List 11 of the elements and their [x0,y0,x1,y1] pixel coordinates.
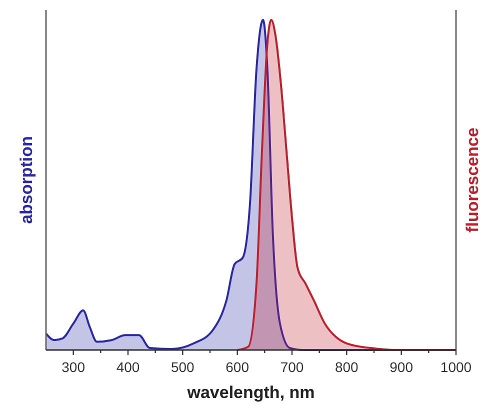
x-axis-title: wavelength, nm [186,383,315,402]
x-tick-label: 300 [62,359,86,375]
y2-axis-title: fluorescence [463,128,482,232]
x-tick-label: 400 [116,359,140,375]
x-tick-label: 900 [390,359,414,375]
y-axis-title: absorption [17,136,36,224]
x-tick-label: 600 [226,359,250,375]
x-tick-label: 800 [334,359,359,375]
x-tick-label: 500 [170,359,195,375]
x-tick-label: 1000 [440,359,472,375]
x-tick-label: 700 [280,359,304,375]
